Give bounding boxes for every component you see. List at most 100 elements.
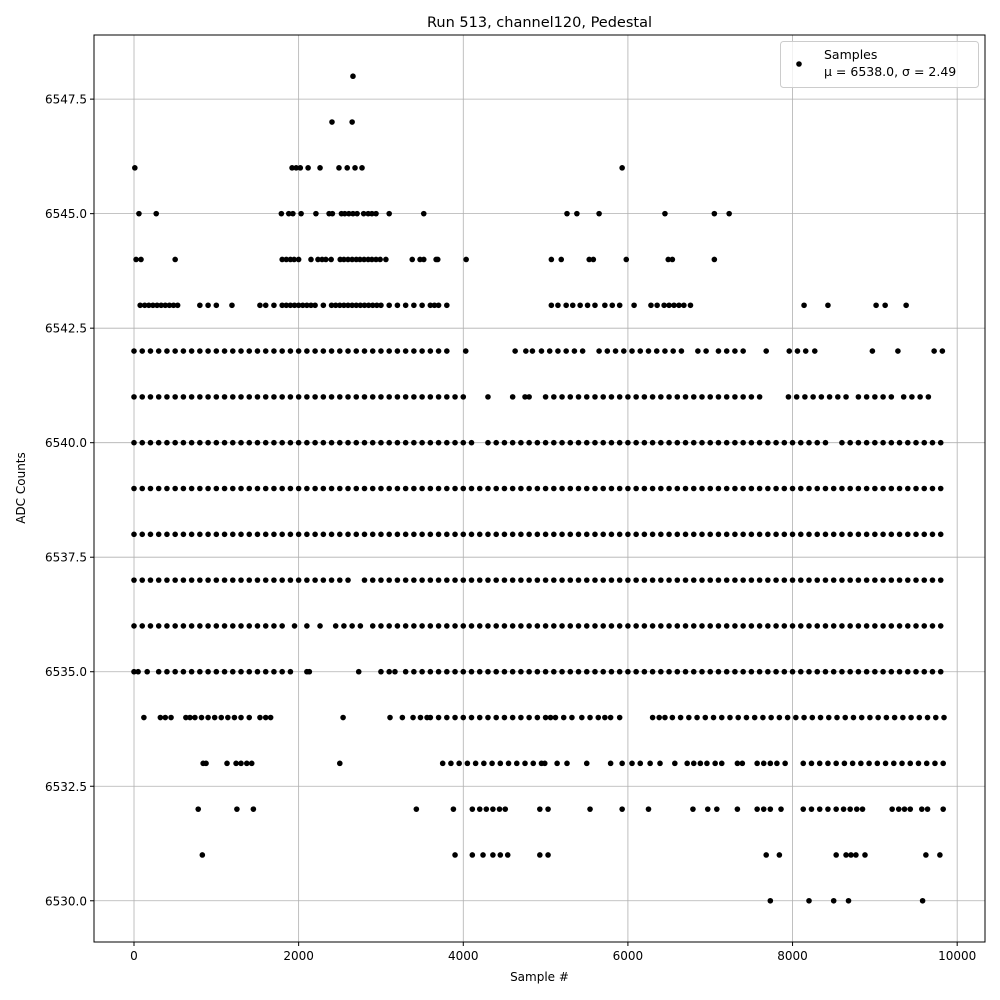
data-point: [657, 760, 663, 767]
data-point: [763, 348, 770, 354]
data-point: [872, 531, 878, 538]
data-point: [825, 302, 831, 309]
data-point: [402, 439, 409, 446]
data-point: [257, 714, 263, 721]
data-point: [452, 439, 458, 446]
data-point: [271, 439, 277, 446]
data-point: [345, 485, 351, 492]
data-point: [476, 623, 483, 629]
data-point: [254, 668, 261, 675]
data-point: [662, 210, 668, 217]
data-point: [695, 348, 701, 354]
data-point: [291, 302, 298, 309]
data-point: [699, 394, 705, 400]
data-point: [278, 210, 285, 217]
data-point: [732, 394, 738, 400]
data-point: [776, 714, 783, 721]
data-point: [913, 623, 919, 629]
data-point: [295, 531, 302, 538]
data-point: [607, 760, 614, 767]
data-point: [559, 394, 565, 400]
data-point: [238, 531, 244, 538]
data-point: [341, 302, 347, 309]
data-point: [658, 531, 664, 538]
data-point: [843, 852, 849, 858]
data-point: [756, 577, 763, 583]
data-point: [262, 623, 269, 629]
data-point: [583, 485, 590, 492]
data-point: [183, 714, 189, 721]
data-point: [641, 668, 648, 675]
data-point: [625, 394, 631, 400]
data-point: [354, 210, 360, 217]
data-point: [427, 348, 434, 354]
data-point: [542, 623, 549, 629]
data-point: [357, 623, 364, 629]
data-point: [402, 348, 409, 354]
data-point: [727, 714, 733, 721]
data-point: [896, 577, 903, 583]
data-point: [723, 439, 730, 446]
data-point: [257, 302, 263, 309]
data-point: [781, 439, 788, 446]
data-point: [166, 302, 173, 309]
data-point: [748, 485, 755, 492]
data-point: [915, 760, 922, 767]
data-point: [312, 531, 318, 538]
data-point: [501, 577, 508, 583]
data-point: [197, 577, 203, 583]
data-point: [213, 531, 220, 538]
data-point: [349, 119, 355, 125]
data-point: [604, 348, 611, 354]
data-point: [674, 394, 681, 400]
data-point: [523, 348, 529, 354]
x-tick-label: 10000: [938, 949, 976, 963]
data-point: [444, 623, 450, 629]
x-tick-label: 6000: [613, 949, 644, 963]
data-point: [872, 577, 878, 583]
data-point: [250, 806, 257, 812]
data-point: [587, 714, 593, 721]
data-point: [547, 714, 554, 721]
data-point: [304, 623, 310, 629]
data-point: [592, 531, 598, 538]
data-point: [509, 714, 516, 721]
data-point: [518, 577, 524, 583]
data-point: [658, 394, 664, 400]
data-point: [221, 623, 228, 629]
data-point: [287, 302, 294, 309]
data-point: [658, 668, 664, 675]
data-point: [797, 623, 804, 629]
data-point: [649, 577, 656, 583]
data-point: [616, 302, 623, 309]
data-point: [806, 577, 812, 583]
data-point: [800, 806, 807, 812]
data-point: [328, 577, 335, 583]
data-point: [435, 531, 442, 538]
data-point: [205, 531, 211, 538]
data-point: [312, 485, 318, 492]
data-point: [353, 439, 360, 446]
data-point: [238, 348, 244, 354]
data-point: [448, 760, 454, 767]
data-point: [332, 302, 339, 309]
data-point: [460, 714, 467, 721]
data-point: [718, 714, 725, 721]
data-point: [842, 714, 849, 721]
data-point: [295, 394, 302, 400]
data-point: [246, 531, 253, 538]
data-point: [526, 714, 532, 721]
data-point: [211, 714, 218, 721]
data-point: [323, 256, 329, 263]
data-point: [304, 394, 310, 400]
data-point: [567, 439, 574, 446]
data-point: [147, 485, 154, 492]
data-point: [839, 531, 845, 538]
data-point: [882, 760, 889, 767]
data-point: [254, 485, 261, 492]
data-point: [699, 668, 705, 675]
data-point: [254, 623, 261, 629]
data-point: [797, 531, 804, 538]
data-point: [153, 210, 160, 217]
data-point: [304, 485, 310, 492]
